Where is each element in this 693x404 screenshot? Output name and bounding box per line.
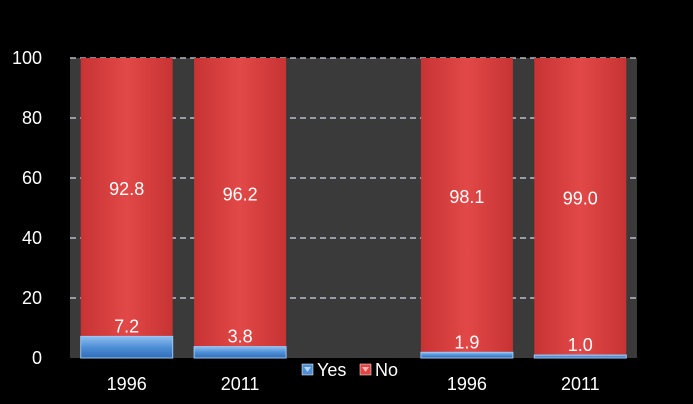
data-label-yes-4: 1.0	[568, 335, 593, 355]
legend-label-no: No	[375, 360, 398, 380]
data-label-no-4: 99.0	[563, 189, 598, 209]
y-tick-label: 80	[22, 108, 42, 128]
bar-no-4	[534, 58, 627, 355]
data-label-yes-1: 3.8	[228, 327, 253, 347]
legend-marker-icon	[304, 367, 311, 372]
y-tick-label: 60	[22, 168, 42, 188]
data-label-no-0: 92.8	[109, 179, 144, 199]
bar-no-1	[194, 58, 287, 347]
axes: 0 20 40 60 80 100 1996 2011 1996 2011	[12, 48, 600, 394]
data-label-yes-0: 7.2	[114, 316, 139, 336]
data-label-yes-3: 1.9	[454, 332, 479, 352]
y-tick-label: 20	[22, 288, 42, 308]
bar-yes-0	[80, 335, 174, 359]
bars	[80, 58, 627, 359]
legend: Yes No	[301, 360, 398, 380]
bar-no-3	[420, 58, 513, 353]
legend-marker-icon	[362, 367, 369, 372]
bar-yes-1	[193, 346, 287, 359]
y-tick-label: 0	[32, 348, 42, 368]
y-tick-label: 100	[12, 48, 42, 68]
data-label-no-1: 96.2	[223, 184, 258, 204]
legend-label-yes: Yes	[317, 360, 346, 380]
x-tick-label: 2011	[561, 374, 600, 394]
x-tick-label: 2011	[221, 374, 260, 394]
bar-yes-4	[533, 354, 627, 359]
x-tick-label: 1996	[447, 374, 487, 394]
bar-no-0	[80, 58, 173, 337]
x-tick-label: 1996	[107, 374, 147, 394]
data-label-no-3: 98.1	[449, 187, 484, 207]
y-tick-label: 40	[22, 228, 42, 248]
bar-yes-3	[420, 351, 514, 359]
data-labels: 92.8 7.2 96.2 3.8 98.1 1.9 99.0 1.0	[109, 179, 598, 355]
